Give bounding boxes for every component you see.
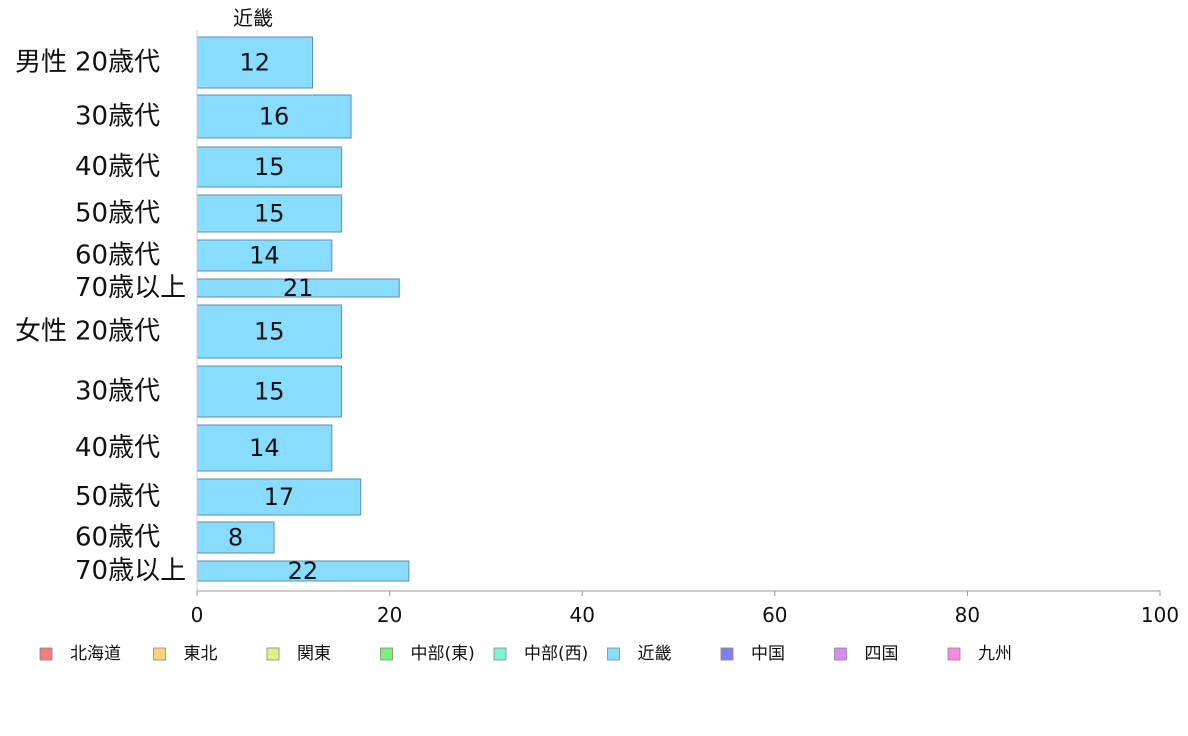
group-label: 女性 xyxy=(15,317,67,347)
category-label: 60歳代 xyxy=(75,241,160,271)
legend-label: 北海道 xyxy=(70,644,121,664)
value-label: 17 xyxy=(264,483,295,511)
value-label: 21 xyxy=(283,274,314,302)
x-tick-label: 40 xyxy=(569,603,594,627)
category-labels: 20歳代男性30歳代40歳代50歳代60歳代70歳以上20歳代女性30歳代40歳… xyxy=(15,48,186,587)
value-label: 22 xyxy=(288,557,319,585)
group-label: 男性 xyxy=(15,48,67,78)
chart-title: 近畿 xyxy=(233,6,273,30)
legend-label: 九州 xyxy=(978,644,1012,664)
value-label: 12 xyxy=(240,49,271,77)
value-label: 8 xyxy=(228,524,243,552)
legend-label: 中国 xyxy=(751,644,785,664)
value-label: 15 xyxy=(254,153,285,181)
legend-swatch xyxy=(493,647,507,661)
category-label: 40歳代 xyxy=(75,433,160,463)
legend-label: 中部(東) xyxy=(411,644,475,664)
bar xyxy=(196,194,342,233)
legend-swatch xyxy=(834,647,847,661)
bar xyxy=(196,146,342,188)
legend: 北海道 東北 関東 中部(東) 中部(西) 近畿 中国 四国 九州 xyxy=(39,644,1012,664)
bar xyxy=(196,365,342,418)
legend-swatch xyxy=(607,647,620,661)
value-label: 15 xyxy=(254,378,285,406)
legend-swatch xyxy=(153,647,166,661)
legend-label: 関東 xyxy=(297,644,331,664)
value-label: 14 xyxy=(249,242,280,270)
legend-label: 近畿 xyxy=(638,644,672,664)
legend-label: 東北 xyxy=(184,644,218,664)
x-tick-label: 80 xyxy=(955,603,980,627)
x-tick-label: 20 xyxy=(377,603,402,627)
value-label: 15 xyxy=(254,318,285,346)
category-label: 50歳代 xyxy=(75,482,160,512)
category-label: 70歳以上 xyxy=(75,273,186,303)
x-tick-label: 100 xyxy=(1141,603,1179,627)
category-label: 30歳代 xyxy=(75,377,160,407)
value-label: 16 xyxy=(259,103,290,131)
category-label: 70歳以上 xyxy=(75,556,186,586)
value-label: 14 xyxy=(249,434,280,462)
x-tick-label: 0 xyxy=(191,603,204,627)
legend-swatch xyxy=(266,647,280,661)
value-label: 15 xyxy=(254,200,285,228)
legend-label: 四国 xyxy=(865,644,899,664)
legend-swatch xyxy=(39,647,53,661)
category-label: 50歳代 xyxy=(75,199,160,229)
bar xyxy=(196,94,352,139)
legend-swatch xyxy=(380,647,393,661)
bar xyxy=(196,304,342,359)
bar xyxy=(196,239,333,272)
category-label: 30歳代 xyxy=(75,102,160,132)
legend-swatch xyxy=(720,647,734,661)
bar xyxy=(196,36,314,89)
category-label: 40歳代 xyxy=(75,152,160,182)
x-tick-label: 60 xyxy=(762,603,787,627)
legend-swatch xyxy=(947,647,961,661)
category-label: 60歳代 xyxy=(75,523,160,553)
category-label: 20歳代 xyxy=(75,317,160,347)
legend-label: 中部(西) xyxy=(524,644,588,664)
bars xyxy=(196,36,410,582)
category-label: 20歳代 xyxy=(75,48,160,78)
x-axis: 0 20 40 60 80 100 xyxy=(191,30,1179,627)
